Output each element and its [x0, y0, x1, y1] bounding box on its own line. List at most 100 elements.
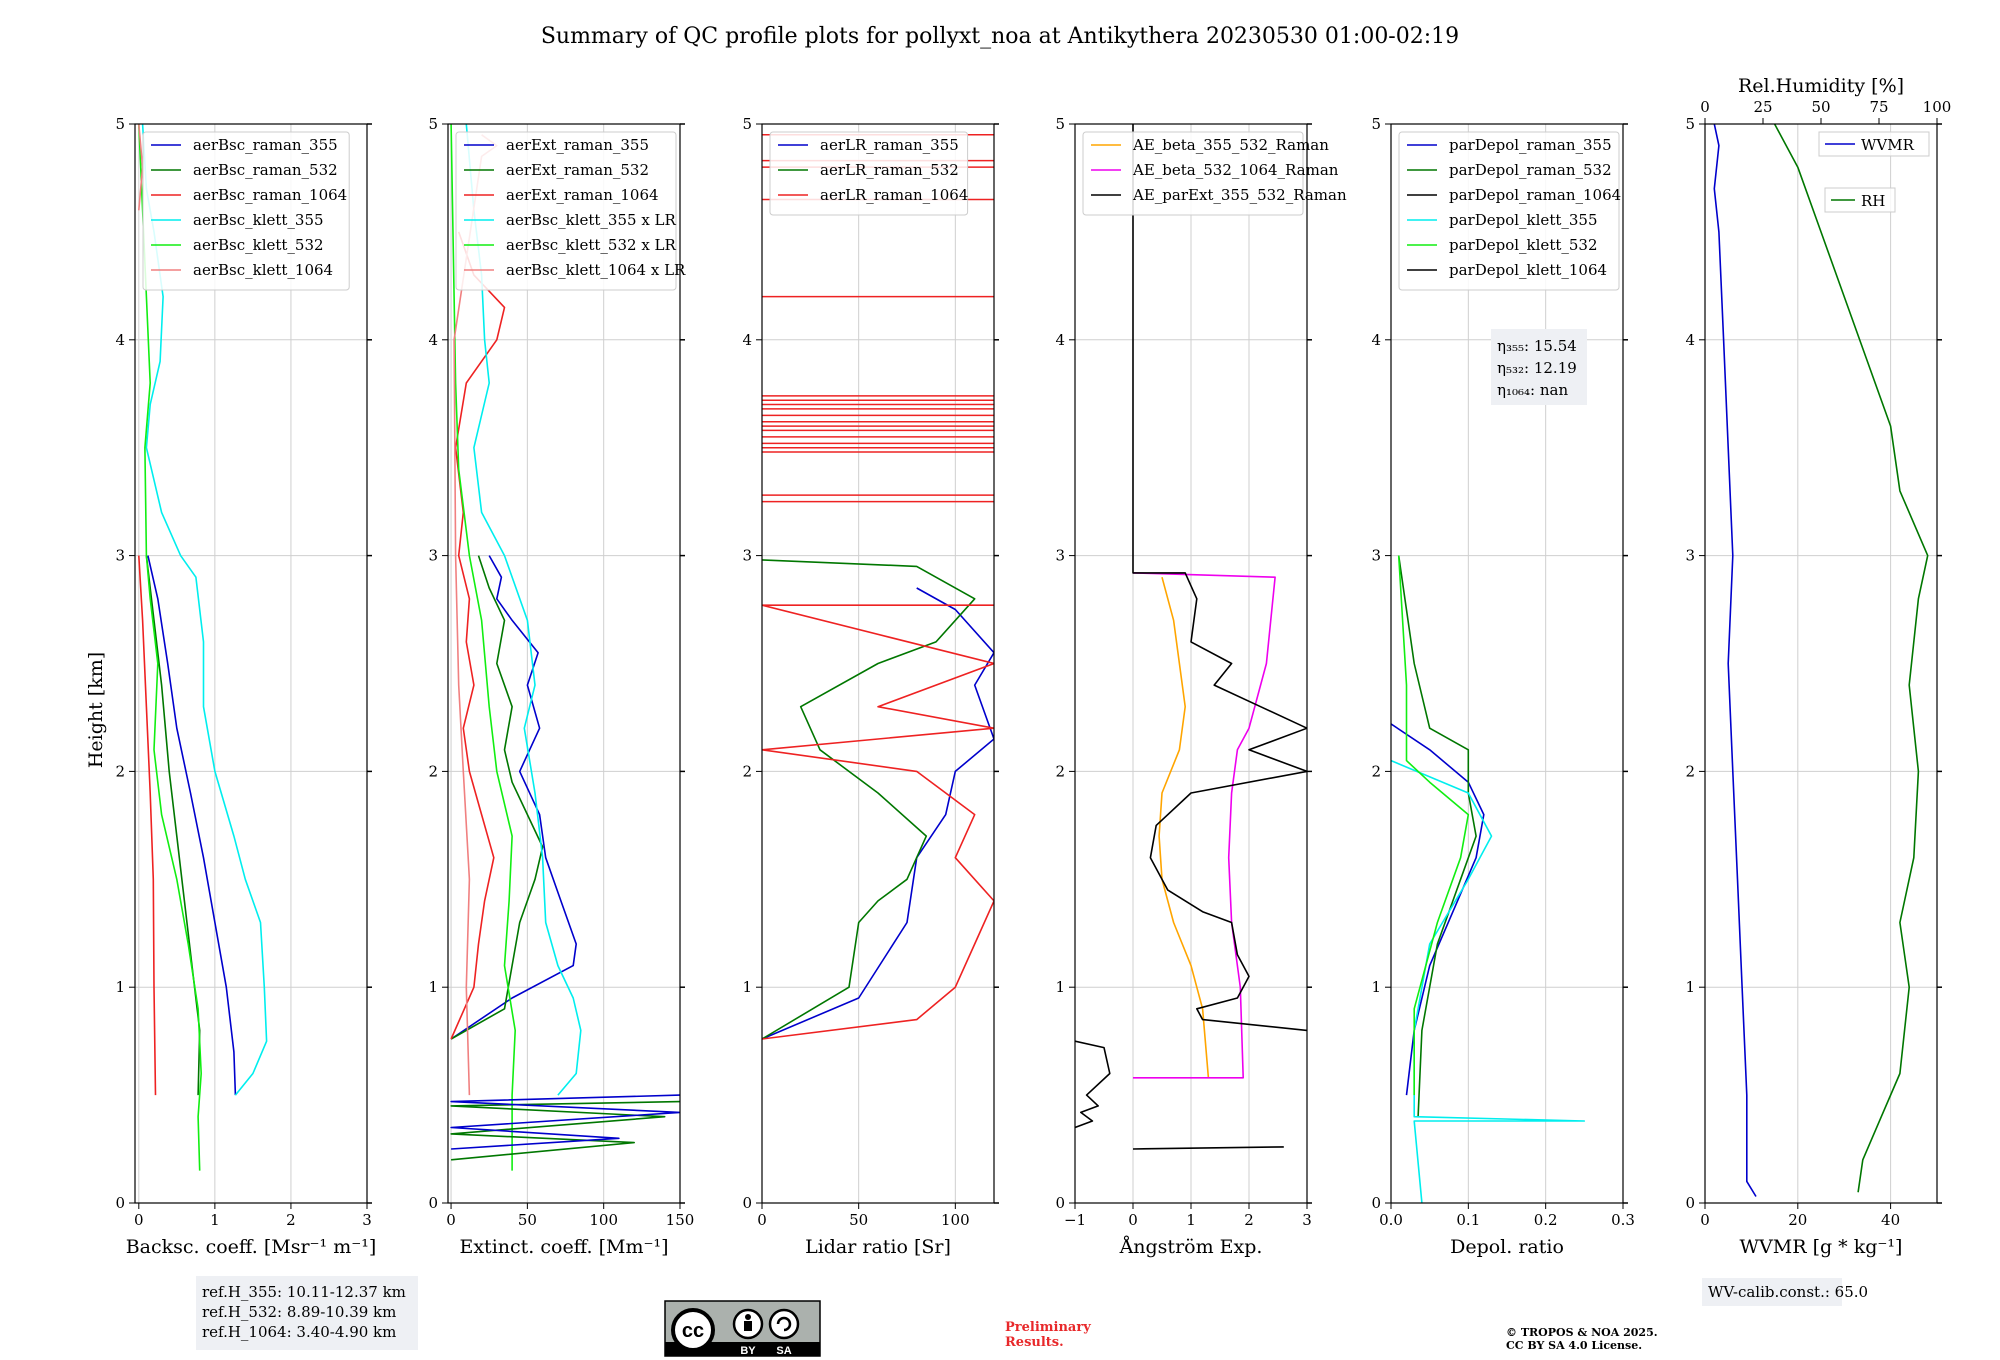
series-aerExt_raman_532	[450, 555, 544, 1040]
legend-box	[455, 131, 677, 291]
series-aerExt_raman_1064	[450, 231, 506, 1040]
series-group	[138, 124, 268, 1171]
x-tick-label: 0.3	[1611, 1211, 1635, 1229]
legend-box	[1082, 131, 1304, 216]
y-tick-label: 3	[115, 547, 125, 565]
x-tick-label: 100	[589, 1211, 618, 1229]
cc-icon	[671, 1308, 715, 1352]
top-tick-label: 0	[1700, 98, 1710, 116]
series-group	[1075, 124, 1307, 1150]
top-tick-label: 50	[1811, 98, 1830, 116]
legend-label-RH: RH	[1861, 192, 1885, 210]
legend-label-aerBsc_klett_1064: aerBsc_klett_1064	[193, 261, 333, 279]
y-tick-label: 4	[1371, 331, 1381, 349]
y-tick-label: 1	[1055, 978, 1065, 996]
series-AE_beta_355_532_Raman	[1158, 576, 1210, 1078]
x-tick-label: 2	[286, 1211, 296, 1229]
panel-wv: 0 20 40 0 1 2 3 4 5 WVMR [g * kg⁻¹] WVMR RH 0 25 50 75 1…	[1685, 75, 1951, 1258]
legend-label-aerBsc_klett_532: aerBsc_klett_532	[193, 236, 324, 254]
copyright-line-1: © TROPOS & NOA 2025.	[1506, 1326, 1658, 1339]
series-aerExt_raman_532-near-field	[450, 1100, 680, 1161]
preliminary-line-2: Results.	[1005, 1335, 1064, 1350]
y-tick-label: 4	[1685, 331, 1695, 349]
legend-label-parDepol_klett_532: parDepol_klett_532	[1449, 236, 1598, 254]
y-axis-label: Height [km]	[85, 652, 107, 768]
y-tick-label: 3	[1371, 547, 1381, 565]
legend-box	[142, 131, 350, 291]
series-aerBsc_raman_532	[145, 555, 201, 1096]
y-tick-label: 2	[115, 762, 125, 780]
x-tick-label: 40	[1881, 1211, 1900, 1229]
legend-label-aerExt_raman_355: aerExt_raman_355	[506, 136, 649, 154]
x-axis-label: Depol. ratio	[1450, 1236, 1564, 1258]
legend-label-aerBsc_raman_532: aerBsc_raman_532	[193, 161, 338, 179]
x-tick-label: 3	[362, 1211, 372, 1229]
preliminary-line-1: Preliminary	[1005, 1320, 1091, 1335]
panel-bsc: 0 1 2 3 0 1 2 3 4 5 Backsc. coeff. [Msr⁻¹ m⁻¹] aerB…	[115, 115, 376, 1258]
series-aerExt_raman_355-near-field	[450, 1094, 680, 1150]
eta-annotation-line: η₅₃₂: 12.19	[1497, 359, 1577, 377]
x-tick-label: −1	[1064, 1211, 1086, 1229]
wv-calib-text: WV-calib.const.: 65.0	[1708, 1283, 1868, 1301]
x-tick-label: 50	[849, 1211, 868, 1229]
series-aerBsc_raman_1064	[138, 555, 157, 1096]
y-tick-label: 5	[1371, 115, 1381, 133]
top-axis-label: Rel.Humidity [%]	[1738, 75, 1904, 97]
series-aerBsc_klett_355	[141, 124, 268, 1096]
y-tick-label: 4	[742, 331, 752, 349]
plot-frame	[447, 123, 681, 1204]
x-tick-label: 0.0	[1379, 1211, 1403, 1229]
sa-icon	[768, 1308, 800, 1340]
series-AE_parExt-near-field-2	[1075, 1040, 1111, 1129]
y-tick-label: 5	[742, 115, 752, 133]
cc-sa-label: SA	[776, 1345, 791, 1357]
legend-label-aerBsc_klett_532-x-LR: aerBsc_klett_532 x LR	[506, 236, 677, 254]
cc-by-label: BY	[740, 1345, 756, 1357]
legend-label-AE_beta_355_532_Raman: AE_beta_355_532_Raman	[1132, 136, 1329, 154]
series-aerExt_raman_355	[450, 555, 578, 1040]
x-tick-label: 0	[1128, 1211, 1138, 1229]
series-aerLR_raman_1064	[762, 604, 994, 1040]
legend-label-AE_beta_532_1064_Raman: AE_beta_532_1064_Raman	[1132, 161, 1339, 179]
series-parDepol_raman_532	[1397, 555, 1477, 1117]
ref-height-355: ref.H_355: 10.11-12.37 km	[202, 1283, 406, 1301]
legend-label-parDepol_raman_355: parDepol_raman_355	[1449, 136, 1612, 154]
top-tick-label: 25	[1753, 98, 1772, 116]
y-tick-label: 1	[1685, 978, 1695, 996]
y-tick-label: 3	[742, 547, 752, 565]
y-tick-label: 3	[428, 547, 438, 565]
y-tick-label: 0	[115, 1194, 125, 1212]
series-group	[1713, 124, 1929, 1197]
plot-frame	[761, 123, 995, 1204]
series-aerBsc_raman_355	[147, 555, 237, 1096]
legend-label-aerLR_raman_1064: aerLR_raman_1064	[820, 186, 968, 204]
series-aerLR_raman_355	[762, 587, 994, 1040]
plot-frame	[1704, 123, 1938, 1204]
series-AE_beta_532_1064_Raman	[1132, 572, 1276, 1079]
copyright-line-2: CC BY SA 4.0 License.	[1506, 1339, 1642, 1352]
y-tick-label: 2	[1685, 762, 1695, 780]
y-tick-label: 0	[428, 1194, 438, 1212]
x-tick-label: 0	[134, 1211, 144, 1229]
x-tick-label: 150	[666, 1211, 695, 1229]
y-tick-label: 1	[115, 978, 125, 996]
x-tick-label: 1	[210, 1211, 220, 1229]
legend-label-aerBsc_klett_1064-x-LR: aerBsc_klett_1064 x LR	[506, 261, 686, 279]
legend-label-aerBsc_klett_355: aerBsc_klett_355	[193, 211, 324, 229]
series-group	[450, 124, 680, 1171]
series-parDepol_klett_532	[1397, 555, 1470, 1096]
x-tick-label: 100	[941, 1211, 970, 1229]
y-tick-label: 3	[1685, 547, 1695, 565]
eta-annotation-line: η₃₅₅: 15.54	[1497, 337, 1577, 355]
eta-annotation-line: η₁₀₆₄: nan	[1497, 381, 1568, 399]
series-aerBsc_klett_532-x-LR	[450, 124, 517, 1171]
legend-label-AE_parExt_355_532_Raman: AE_parExt_355_532_Raman	[1132, 186, 1347, 204]
x-tick-label: 0	[1700, 1211, 1710, 1229]
legend-label-parDepol_raman_1064: parDepol_raman_1064	[1449, 186, 1621, 204]
y-tick-label: 2	[1055, 762, 1065, 780]
y-tick-label: 2	[1371, 762, 1381, 780]
legend-label-aerBsc_raman_1064: aerBsc_raman_1064	[193, 186, 347, 204]
y-tick-label: 4	[115, 331, 125, 349]
